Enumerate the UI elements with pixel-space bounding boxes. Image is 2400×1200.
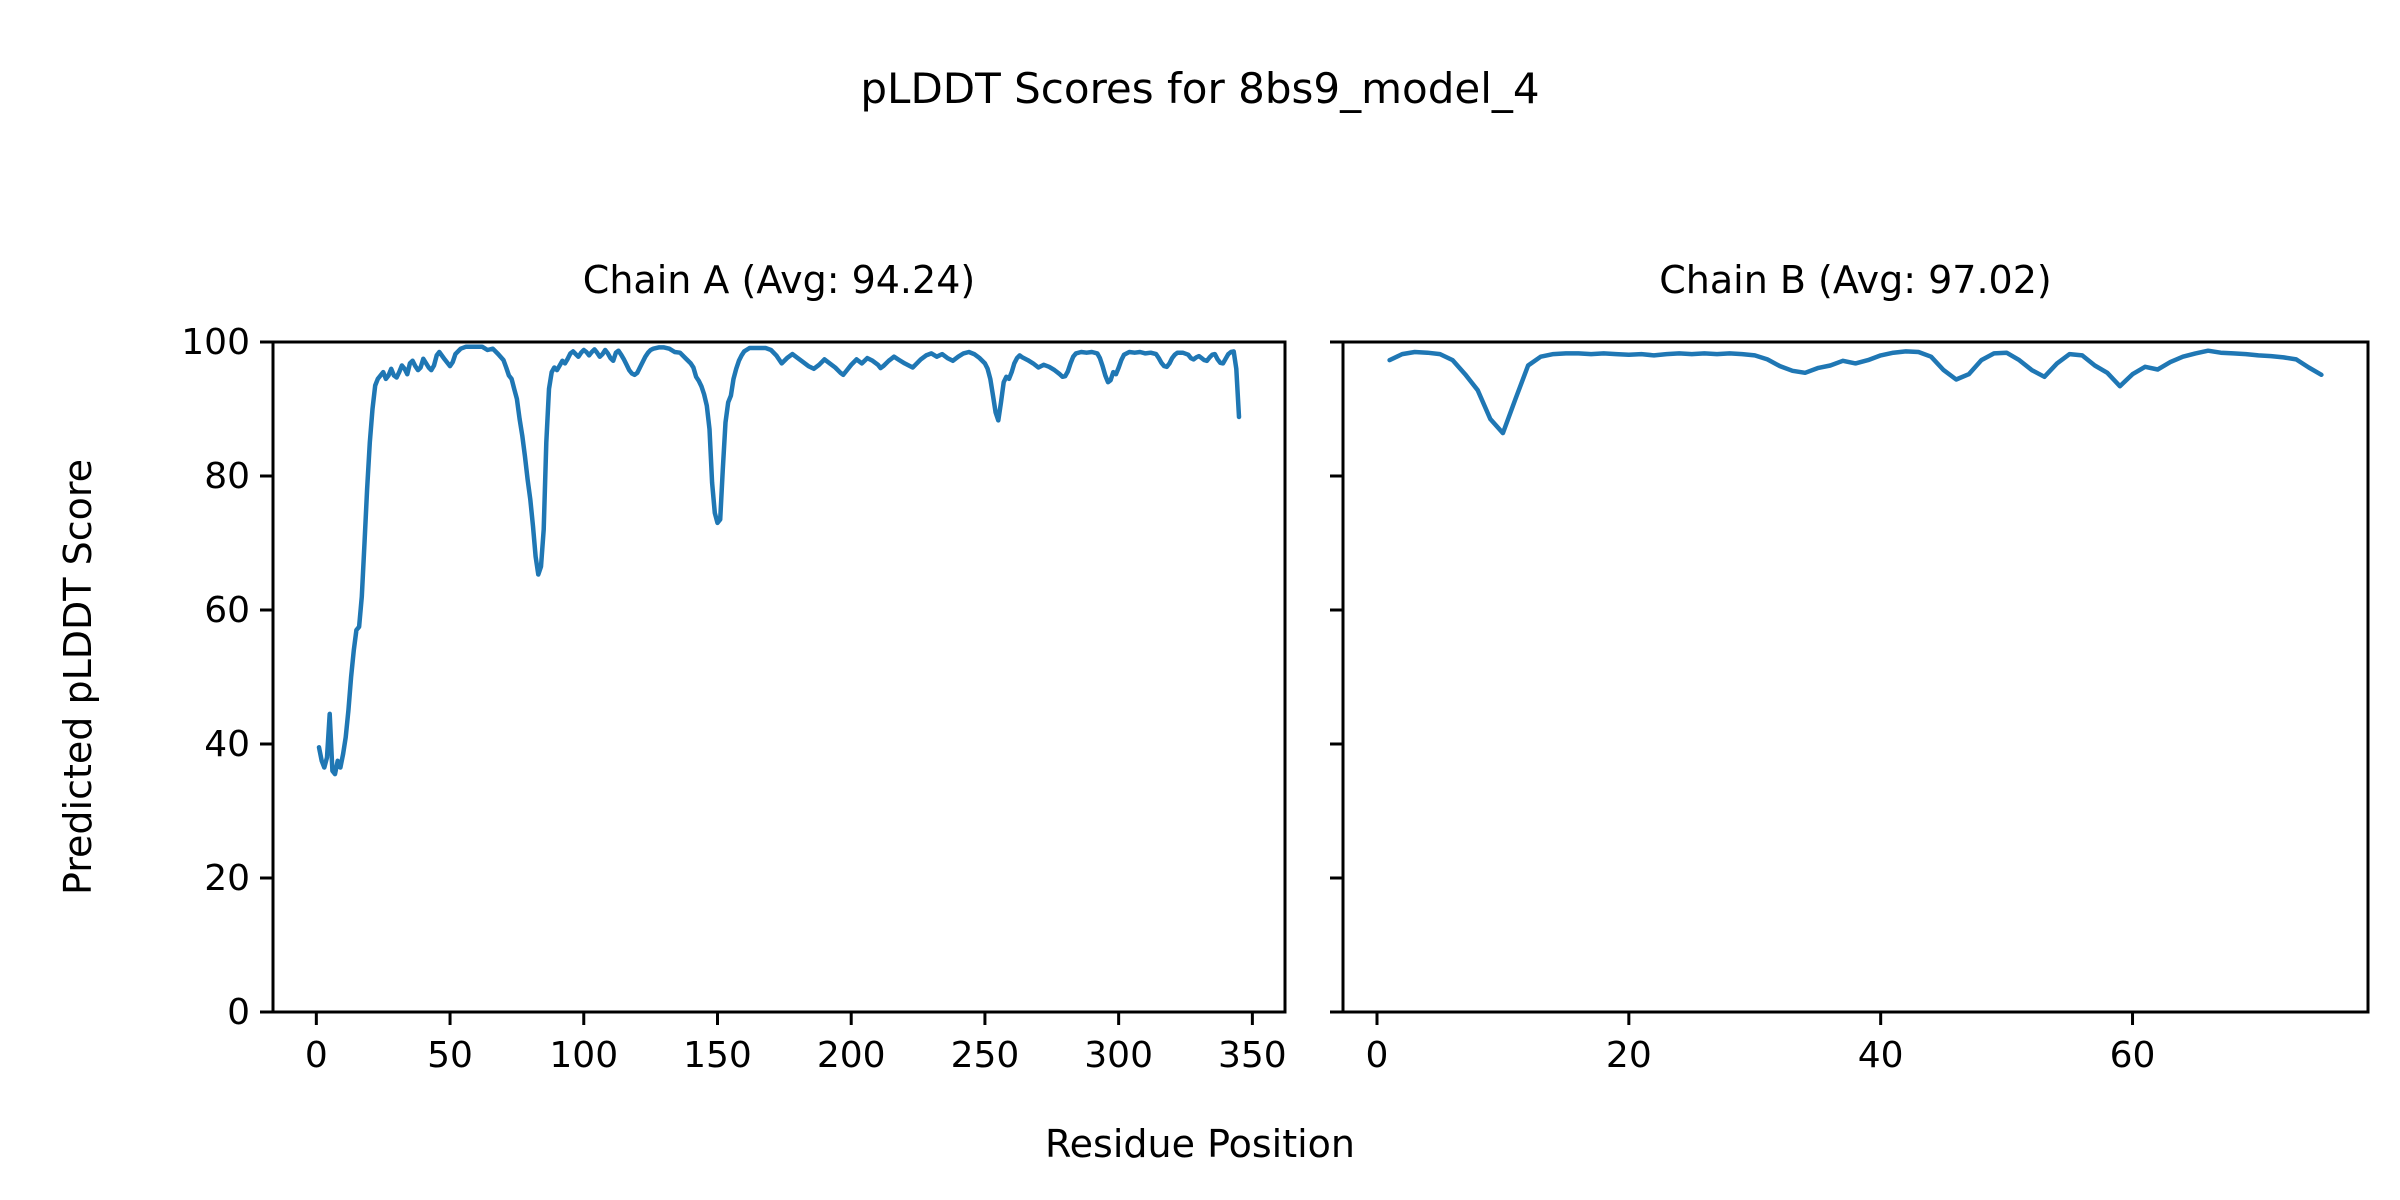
- x-tick-label: 0: [1366, 1035, 1389, 1076]
- x-tick-label: 350: [1218, 1035, 1287, 1076]
- x-tick-label: 300: [1084, 1035, 1153, 1076]
- y-tick-label: 20: [204, 858, 250, 899]
- x-tick-label: 60: [2110, 1035, 2156, 1076]
- x-tick-label: 250: [951, 1035, 1020, 1076]
- x-tick-label: 150: [683, 1035, 752, 1076]
- plddt-line-chain-a: [316, 344, 1242, 777]
- y-tick-label: 60: [204, 590, 250, 631]
- x-tick-label: 200: [817, 1035, 886, 1076]
- plddt-line-chain-b: [1387, 348, 2324, 436]
- x-tick-label: 100: [549, 1035, 618, 1076]
- x-axis-label: Residue Position: [1044, 1122, 1356, 1166]
- x-tick-label: 50: [427, 1035, 473, 1076]
- x-tick-label: 40: [1858, 1035, 1904, 1076]
- chain-b-subplot-title: Chain B (Avg: 97.02): [1659, 258, 2052, 302]
- y-tick-label: 0: [227, 992, 250, 1033]
- y-tick-label: 100: [181, 322, 250, 363]
- x-tick-label: 0: [305, 1035, 328, 1076]
- y-tick-label: 40: [204, 724, 250, 765]
- figure-title: pLDDT Scores for 8bs9_model_4: [860, 64, 1540, 113]
- y-tick-label: 80: [204, 456, 250, 497]
- chain-a-subplot-title: Chain A (Avg: 94.24): [582, 258, 976, 302]
- x-tick-label: 20: [1606, 1035, 1652, 1076]
- axes-spines: [271, 340, 1287, 1014]
- axes-spines: [1341, 340, 2370, 1014]
